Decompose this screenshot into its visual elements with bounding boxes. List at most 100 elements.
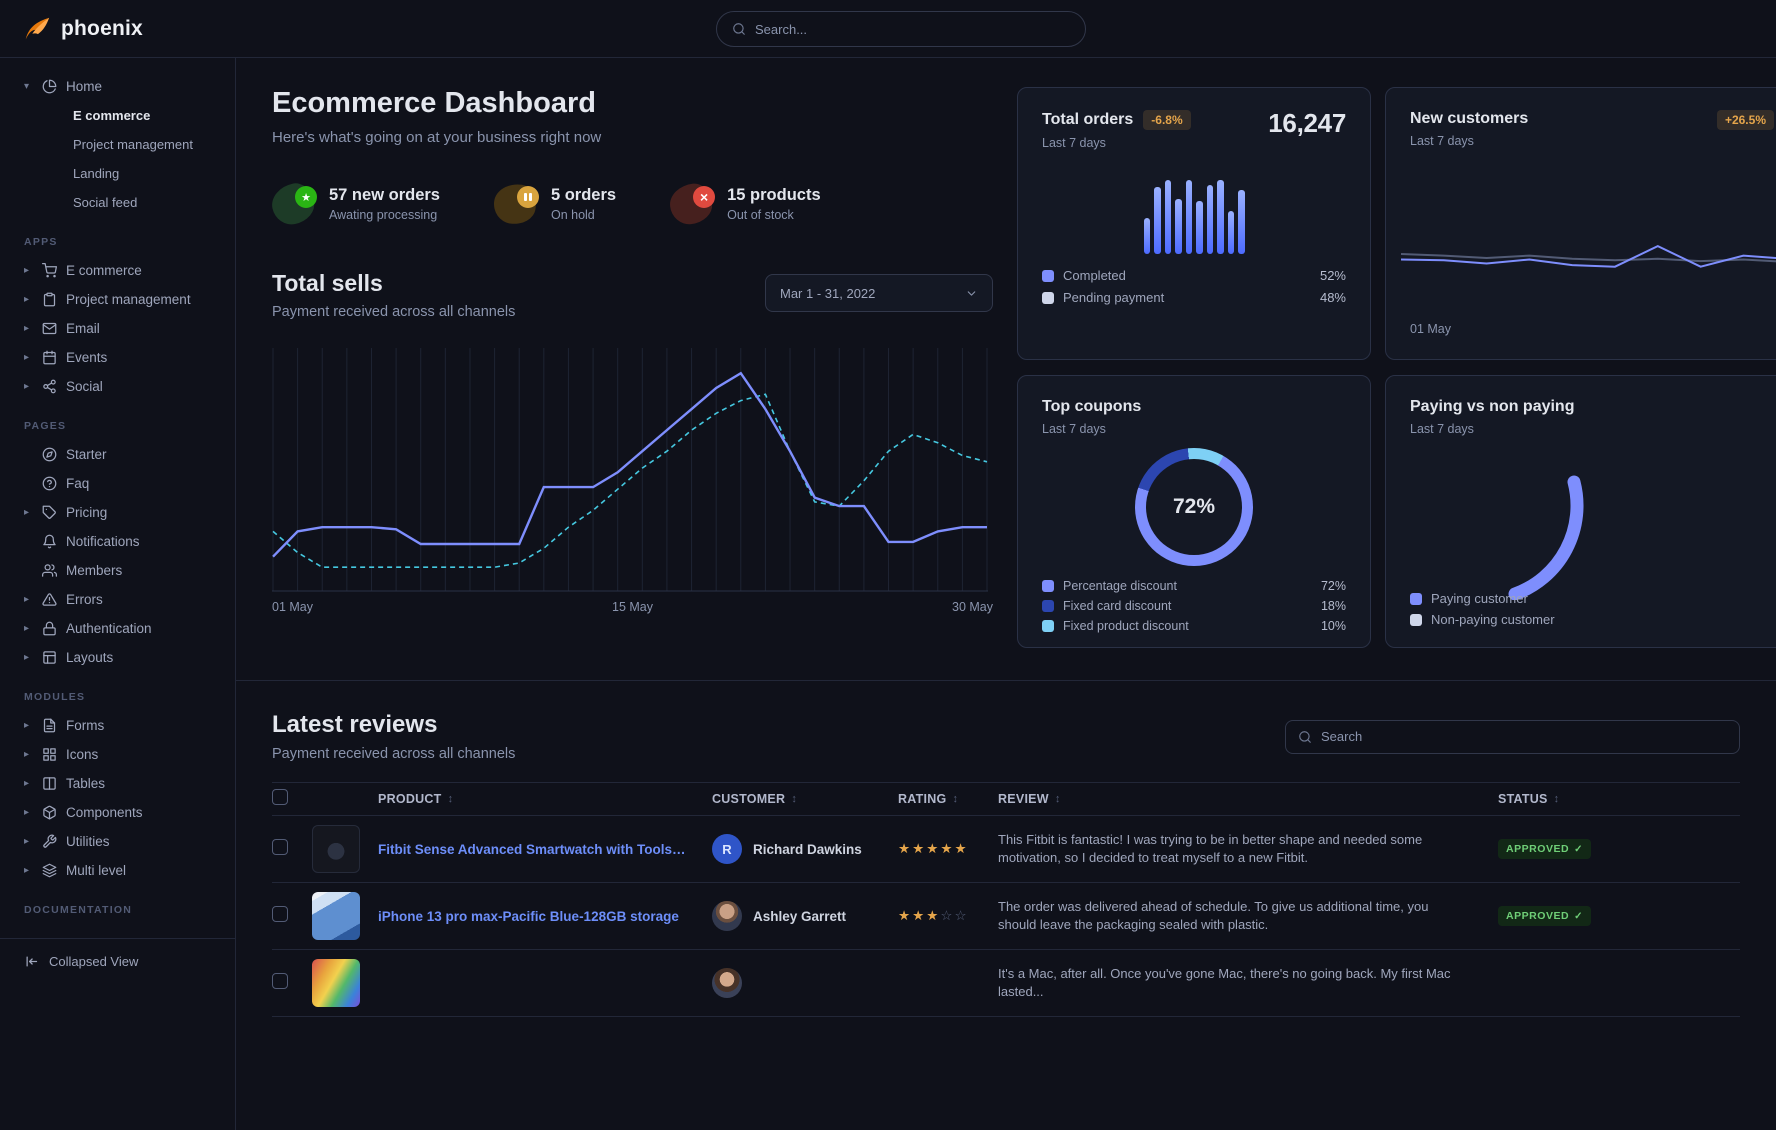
sidebar-item-app-social[interactable]: ▸ Social	[24, 379, 103, 394]
product-thumbnail[interactable]	[312, 825, 360, 873]
review-text: This Fitbit is fantastic! I was trying t…	[998, 832, 1423, 865]
sidebar-item-app-ecommerce[interactable]: ▸ E commerce	[24, 263, 142, 278]
review-text: The order was delivered ahead of schedul…	[998, 899, 1429, 932]
global-search[interactable]	[716, 11, 1086, 47]
reviews-search-input[interactable]	[1321, 729, 1727, 744]
reviews-search[interactable]	[1285, 719, 1740, 754]
sidebar-item-forms[interactable]: ▸ Forms	[24, 718, 105, 733]
sidebar-item-tables[interactable]: ▸ Tables	[24, 776, 106, 791]
legend-row: Fixed product discount 10%	[1042, 619, 1346, 633]
total-orders-card: Total orders -6.8% Last 7 days 16,247 Co…	[1017, 87, 1371, 360]
card-title: Total orders	[1042, 111, 1134, 128]
paying-legend: Paying customer Non-paying customer	[1410, 591, 1555, 627]
legend-swatch-fixed-card-discount	[1042, 600, 1054, 612]
search-icon	[733, 23, 745, 35]
kpi-cards: Total orders -6.8% Last 7 days 16,247 Co…	[1017, 58, 1776, 680]
new-customers-line-chart	[1400, 244, 1776, 268]
customer-cell[interactable]: Ashley Garrett	[712, 901, 898, 931]
top-coupons-donut-chart: 72%	[1135, 448, 1253, 566]
sidebar-item-starter[interactable]: ▸ Starter	[0, 440, 235, 469]
sells-previous-line	[272, 393, 988, 568]
caret-right-icon: ▸	[24, 323, 30, 334]
sidebar-item-multi-level[interactable]: ▸ Multi level	[24, 863, 127, 878]
sidebar-item-ecommerce-dashboard[interactable]: E commerce	[73, 108, 151, 123]
total-sells-subtitle: Payment received across all channels	[272, 304, 516, 320]
column-header-customer[interactable]: CUSTOMER ↕	[712, 792, 798, 806]
caret-right-icon: ▸	[24, 594, 30, 605]
column-header-rating[interactable]: RATING ↕	[898, 792, 959, 806]
alert-triangle-icon	[42, 593, 57, 606]
sidebar-item-faq[interactable]: ▸ Faq	[0, 469, 235, 498]
sidebar-item-members[interactable]: ▸ Members	[0, 556, 235, 585]
sidebar-item-utilities[interactable]: ▸ Utilities	[24, 834, 110, 849]
row-checkbox[interactable]	[272, 838, 288, 855]
sidebar-item-components[interactable]: ▸ Components	[24, 805, 143, 820]
sidebar-nav: ▾ Home E commerce Project management Lan…	[0, 58, 235, 924]
row-checkbox[interactable]	[272, 905, 288, 922]
order-volume-bar	[1154, 187, 1161, 254]
sidebar-item-project-management-dashboard[interactable]: Project management	[73, 137, 193, 152]
sidebar-item-app-events[interactable]: ▸ Events	[24, 350, 108, 365]
sidebar-item-authentication[interactable]: ▸ Authentication	[24, 621, 152, 636]
sells-current-line	[272, 371, 987, 558]
pause-icon	[516, 186, 539, 208]
select-all-checkbox[interactable]	[272, 788, 288, 805]
sort-icon: ↕	[1054, 793, 1061, 805]
avatar	[712, 901, 742, 931]
sidebar-section-pages: PAGES	[24, 420, 67, 432]
sidebar-item-layouts[interactable]: ▸ Layouts	[24, 650, 114, 665]
column-header-review[interactable]: REVIEW ↕	[998, 792, 1061, 806]
stat-value: 57 new orders	[329, 186, 440, 204]
row-checkbox[interactable]	[272, 972, 288, 989]
table-icon	[43, 777, 56, 790]
review-row: Fitbit Sense Advanced Smartwatch with To…	[272, 816, 1740, 883]
reviews-title: Latest reviews	[272, 711, 438, 738]
sidebar-item-app-project-management[interactable]: ▸ Project management	[24, 292, 191, 307]
sort-icon: ↕	[1553, 793, 1560, 805]
layout-icon	[43, 651, 56, 664]
product-thumbnail[interactable]	[312, 959, 360, 1007]
legend-row: Fixed card discount 18%	[1042, 599, 1346, 613]
grid-icon	[43, 748, 56, 761]
tool-icon	[43, 834, 57, 848]
stat-caption: Awating processing	[329, 208, 438, 222]
total-sells-line-chart	[272, 348, 988, 592]
caret-right-icon: ▸	[24, 749, 30, 760]
star-empty-icon: ☆	[954, 908, 969, 923]
share-icon	[43, 379, 56, 394]
donut-hole	[1146, 459, 1242, 555]
sidebar-item-errors[interactable]: ▸ Errors	[24, 592, 103, 607]
date-range-select[interactable]: Mar 1 - 31, 2022	[765, 274, 993, 312]
brand-logo[interactable]: phoenix	[22, 14, 143, 44]
star-filled-icon: ★	[926, 908, 941, 923]
caret-down-icon: ▾	[24, 81, 30, 92]
sidebar-item-social-feed[interactable]: Social feed	[73, 195, 138, 210]
sidebar-item-home[interactable]: ▾ Home	[0, 72, 235, 101]
product-link[interactable]: Fitbit Sense Advanced Smartwatch with To…	[378, 841, 700, 857]
sidebar-item-app-email[interactable]: ▸ Email	[24, 321, 100, 336]
help-circle-icon	[42, 476, 57, 491]
sidebar-item-landing[interactable]: Landing	[73, 166, 120, 181]
order-volume-bar	[1196, 201, 1203, 254]
product-thumbnail[interactable]	[312, 892, 360, 940]
sidebar-item-icons[interactable]: ▸ Icons	[24, 747, 99, 762]
stat-value: 15 products	[727, 186, 821, 204]
global-search-input[interactable]	[755, 21, 1070, 37]
column-header-status[interactable]: STATUS ↕	[1498, 792, 1560, 806]
product-link[interactable]: iPhone 13 pro max-Pacific Blue-128GB sto…	[378, 908, 679, 924]
legend-row: Percentage discount 72%	[1042, 579, 1346, 593]
stat-caption: On hold	[550, 208, 595, 222]
column-header-product[interactable]: PRODUCT ↕	[378, 792, 454, 806]
star-filled-icon: ★	[912, 841, 927, 856]
review-row: iPhone 13 pro max-Pacific Blue-128GB sto…	[272, 883, 1740, 950]
new-orders-blob: ★	[268, 180, 318, 228]
customer-cell[interactable]	[712, 968, 898, 998]
legend-swatch-non-paying	[1410, 613, 1422, 626]
page-subtitle: Here's what's going on at your business …	[272, 129, 602, 146]
collapse-sidebar-button[interactable]: Collapsed View	[0, 938, 235, 984]
customer-cell[interactable]: R Richard Dawkins	[712, 834, 898, 864]
phoenix-logo-icon	[25, 17, 50, 39]
sidebar-item-pricing[interactable]: ▸ Pricing	[24, 505, 108, 520]
search-icon	[1299, 730, 1311, 743]
sidebar-item-notifications[interactable]: ▸ Notifications	[0, 527, 235, 556]
